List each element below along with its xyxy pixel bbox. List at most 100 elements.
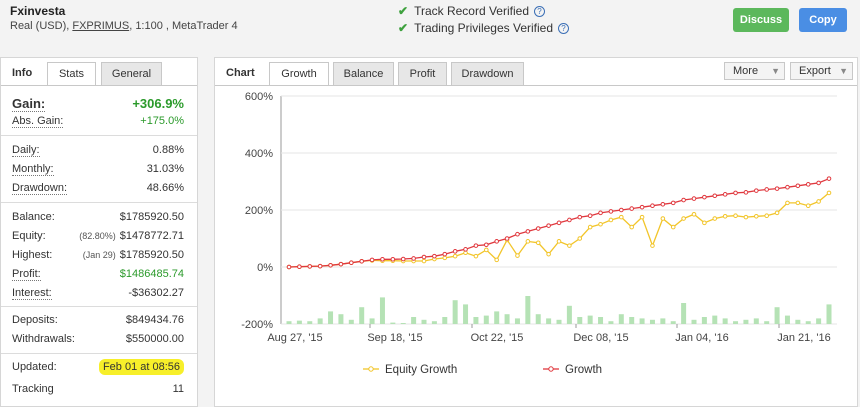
x-tick-label: Sep 18, '15 — [367, 332, 422, 344]
x-tick-label: Oct 22, '15 — [471, 332, 524, 344]
growth-point — [463, 247, 468, 252]
chart-bar — [701, 317, 707, 324]
growth-point — [587, 213, 593, 218]
chart-bar — [348, 319, 354, 324]
growth-point — [286, 264, 292, 270]
chart-bar — [733, 321, 739, 324]
growth-point — [774, 186, 780, 191]
equity-growth-point — [733, 213, 738, 218]
stat-equity: Equity: (82.80%) $1478772.71 — [12, 230, 184, 242]
legend-growth-label: Growth — [565, 364, 602, 376]
growth-point — [722, 192, 728, 197]
chart-bar — [753, 318, 759, 324]
chart-bar — [743, 319, 749, 324]
track-record-verified: ✔ Track Record Verified? — [398, 4, 545, 18]
discuss-button[interactable]: Discuss — [733, 8, 789, 32]
growth-point — [691, 196, 697, 201]
equity-growth-point — [712, 216, 718, 221]
equity-growth-point — [650, 243, 655, 248]
growth-point — [307, 264, 313, 269]
chart-bar — [400, 323, 406, 324]
stat-tracking: Tracking 11 — [12, 383, 184, 395]
chart-bar — [421, 319, 427, 324]
growth-point — [328, 262, 333, 268]
growth-point — [369, 257, 375, 263]
growth-point — [670, 200, 676, 206]
growth-point — [504, 236, 510, 241]
chart-bar — [577, 317, 583, 324]
chart-bar — [317, 318, 323, 324]
equity-growth-point — [681, 216, 686, 221]
copy-button[interactable]: Copy — [799, 8, 847, 32]
chart-bar — [359, 307, 365, 324]
growth-point — [681, 197, 686, 203]
chart-bar — [587, 315, 593, 324]
stat-drawdown: Drawdown: 48.66% — [12, 182, 184, 195]
equity-growth-point — [515, 253, 520, 258]
equity-growth-point — [670, 224, 676, 230]
growth-point — [400, 256, 406, 262]
equity-growth-point — [421, 258, 427, 264]
growth-point — [494, 239, 499, 244]
track-record-label: Track Record Verified — [414, 4, 529, 18]
chart-bar — [379, 297, 385, 324]
help-icon[interactable]: ? — [534, 6, 545, 17]
growth-point — [785, 184, 790, 190]
growth-point — [473, 243, 479, 248]
equity-growth-point — [608, 217, 614, 223]
chart-bar — [764, 321, 770, 324]
tab-balance[interactable]: Balance — [333, 62, 394, 85]
x-tick-label: Jan 21, '16 — [777, 332, 830, 344]
equity-growth-point — [795, 200, 801, 206]
growth-point — [826, 176, 832, 181]
legend-equity-growth-label: Equity Growth — [385, 364, 457, 376]
growth-point — [764, 187, 769, 192]
more-dropdown[interactable]: More ▼ — [724, 62, 785, 80]
chart-bar — [681, 303, 687, 324]
help-icon[interactable]: ? — [558, 23, 570, 34]
chart-bar — [411, 317, 417, 324]
chart-tabs: Chart Growth Balance Profit Drawdown Mor… — [215, 58, 857, 86]
broker-link[interactable]: FXPRIMUS — [72, 20, 130, 32]
info-panel: Info Stats General Gain: +306.9% Abs. Ga… — [0, 57, 198, 407]
growth-point — [619, 207, 624, 213]
equity-growth-point — [535, 240, 541, 246]
equity-growth-point — [774, 210, 780, 216]
tab-growth[interactable]: Growth — [269, 62, 329, 86]
growth-point — [525, 229, 531, 234]
chart-bar — [629, 317, 635, 324]
equity-growth-point — [556, 239, 562, 244]
equity-growth-point — [598, 221, 603, 227]
stat-highest: Highest: (Jan 29) $1785920.50 — [12, 249, 184, 261]
chart-bar — [826, 304, 832, 324]
equity-growth-point — [805, 203, 811, 209]
stat-balance: Balance: $1785920.50 — [12, 211, 184, 223]
chart-bars — [286, 296, 832, 324]
equity-growth-point — [660, 216, 666, 221]
tab-drawdown[interactable]: Drawdown — [451, 62, 524, 85]
account-header: Fxinvesta Real (USD), FXPRIMUS, 1:100 , … — [0, 0, 860, 48]
growth-point — [535, 226, 541, 231]
equity-growth-point — [702, 220, 707, 226]
x-axis: Aug 27, '15 Sep 18, '15 Oct 22, '15 Dec 08,… — [267, 324, 831, 344]
chart-bar — [608, 321, 614, 324]
chart-bar — [483, 315, 489, 324]
growth-point — [702, 194, 707, 200]
chart-bar — [670, 321, 676, 324]
growth-point — [639, 204, 645, 210]
tab-profit[interactable]: Profit — [398, 62, 447, 85]
growth-point — [390, 257, 396, 262]
growth-point — [608, 209, 614, 214]
equity-growth-point — [577, 236, 583, 241]
chart-bar — [504, 314, 510, 324]
growth-point — [754, 188, 759, 193]
tab-general[interactable]: General — [101, 62, 162, 85]
stat-updated: Updated: Feb 01 at 08:56 — [12, 359, 184, 377]
chart-bar — [442, 317, 448, 324]
tab-stats[interactable]: Stats — [47, 62, 96, 86]
checkmark-icon: ✔ — [398, 4, 409, 18]
export-dropdown[interactable]: Export ▼ — [790, 62, 853, 80]
equity-growth-point — [816, 199, 821, 204]
chart-bar — [286, 321, 292, 324]
stat-gain: Gain: +306.9% — [12, 96, 184, 112]
